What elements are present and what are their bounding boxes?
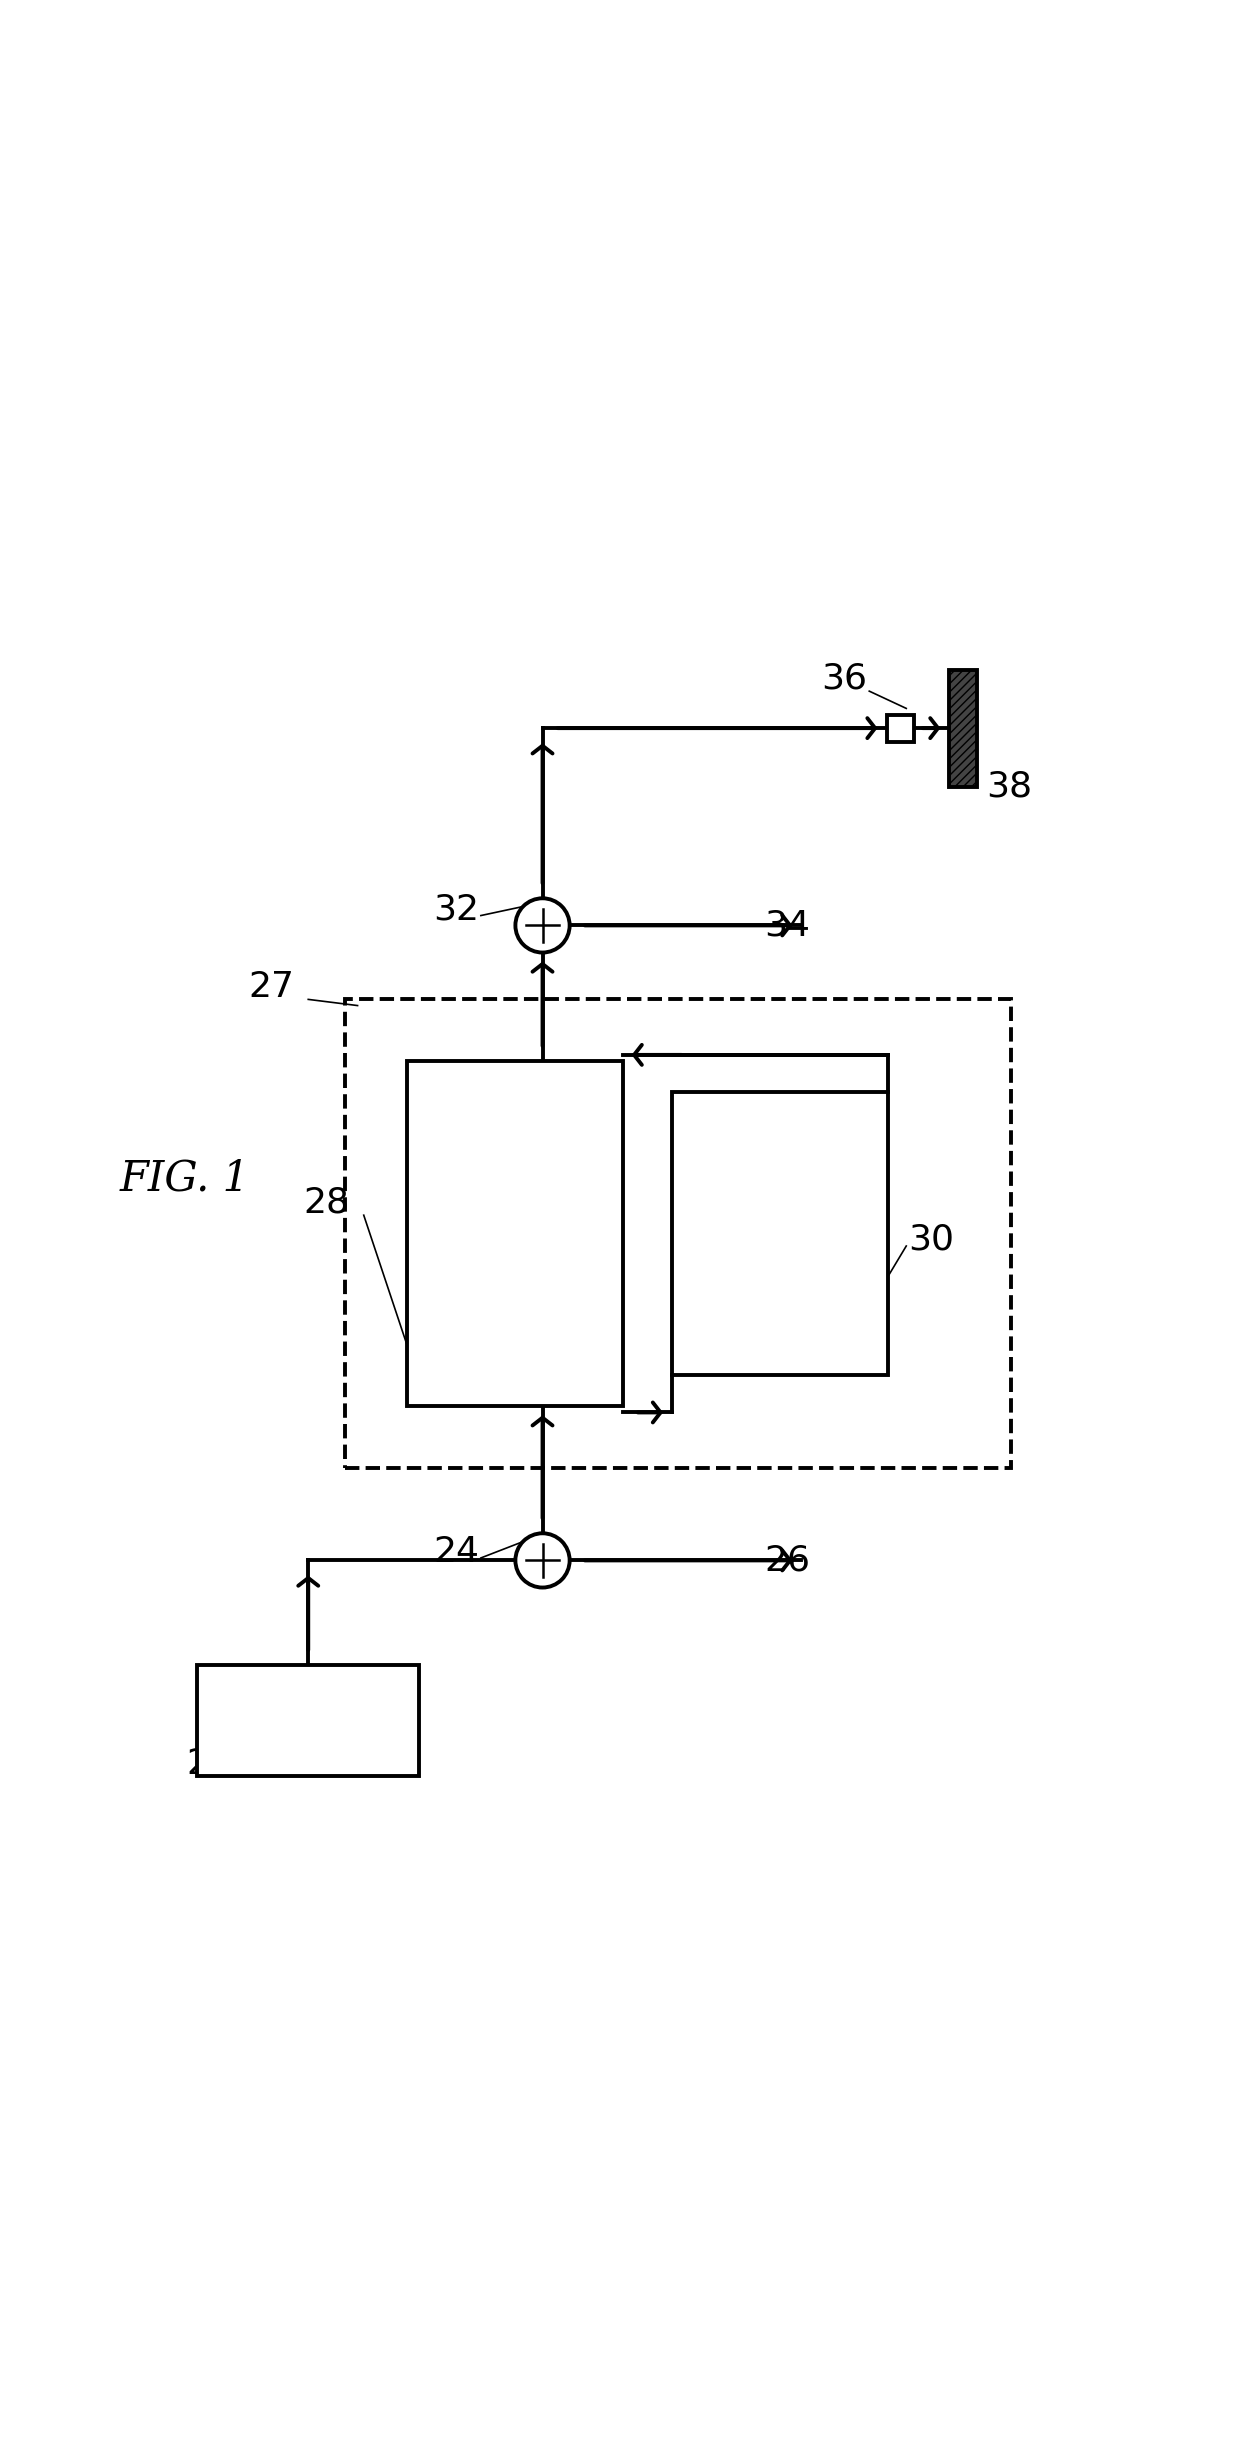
Text: 30: 30 xyxy=(907,1223,954,1257)
Bar xyxy=(407,1061,623,1407)
Circle shape xyxy=(515,899,570,953)
Text: FIG. 1: FIG. 1 xyxy=(120,1156,250,1198)
Bar xyxy=(197,1664,419,1775)
Text: 32: 32 xyxy=(433,891,480,926)
Text: 34: 34 xyxy=(764,908,810,943)
Text: 38: 38 xyxy=(986,768,1032,803)
Text: 28: 28 xyxy=(303,1186,350,1220)
Bar xyxy=(949,670,977,786)
Bar xyxy=(345,999,1011,1468)
Text: 22: 22 xyxy=(186,1748,233,1780)
Text: 24: 24 xyxy=(433,1534,480,1569)
Text: 36: 36 xyxy=(821,663,868,695)
Circle shape xyxy=(515,1534,570,1588)
Text: 27: 27 xyxy=(248,970,295,1004)
Bar xyxy=(672,1092,888,1375)
Bar xyxy=(887,714,914,741)
Text: 26: 26 xyxy=(764,1544,810,1579)
